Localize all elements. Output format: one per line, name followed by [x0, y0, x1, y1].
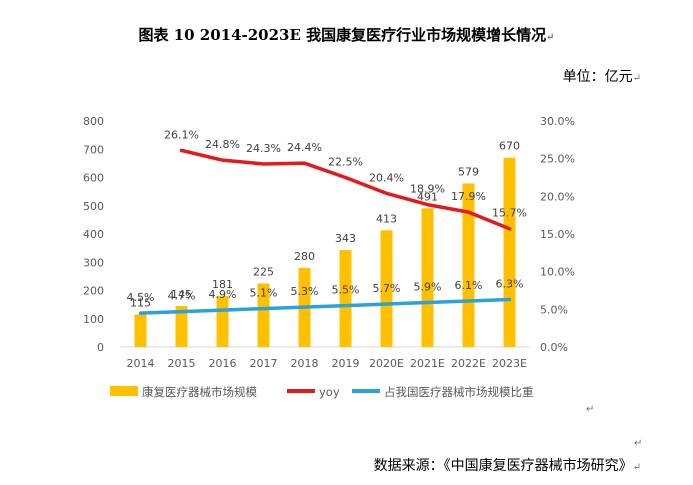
y-tick-label: 400	[83, 228, 104, 241]
bar-value-label: 579	[458, 165, 479, 178]
y-tick-label: 500	[83, 200, 104, 213]
paragraph-mark: ↵	[634, 438, 643, 449]
unit-label: 单位：亿元↵	[562, 69, 641, 85]
legend: 康复医疗器械市场规模 yoy 占我国医疗器械市场规模比重	[110, 385, 534, 399]
share-value-label: 5.3%	[291, 285, 319, 298]
yoy-line	[179, 148, 512, 231]
y2-tick-label: 5.0%	[540, 303, 568, 316]
bar	[503, 157, 516, 347]
x-tick-label: 2020E	[369, 357, 404, 370]
x-tick-label: 2016	[209, 357, 237, 370]
y-tick-label: 300	[83, 256, 104, 269]
bar-value-label: 491	[417, 190, 438, 203]
y2-tick-label: 15.0%	[540, 228, 575, 241]
legend-label-share: 占我国医疗器械市场规模比重	[384, 385, 534, 399]
bar	[175, 306, 188, 347]
yoy-value-label: 26.1%	[164, 128, 199, 141]
bar	[134, 314, 147, 347]
bar-value-label: 145	[171, 288, 192, 301]
bar	[257, 283, 270, 347]
x-tick-label: 2018	[291, 357, 319, 370]
x-tick-label: 2015	[168, 357, 196, 370]
y-tick-label: 600	[83, 172, 104, 185]
bar-value-label: 343	[335, 232, 356, 245]
y-tick-label: 100	[83, 313, 104, 326]
x-tick-label: 2023E	[492, 357, 527, 370]
bar-value-label: 413	[376, 212, 397, 225]
yoy-value-label: 24.3%	[246, 142, 281, 155]
right-axis: 0.0% 5.0% 10.0% 15.0% 20.0% 25.0% 30.0%	[540, 115, 575, 354]
bar-value-label: 115	[130, 297, 151, 310]
share-value-label: 5.1%	[250, 287, 278, 300]
bar	[380, 230, 393, 347]
data-labels: 115 145 181 225 280 343 413 491 579 670 26.1% 24.8%…	[127, 128, 527, 309]
bar	[216, 295, 229, 347]
share-value-label: 4.7%	[168, 290, 196, 303]
share-value-label: 5.9%	[414, 281, 442, 294]
yoy-value-label: 24.8%	[205, 138, 240, 151]
y2-tick-label: 20.0%	[540, 190, 575, 203]
bar-value-label: 225	[253, 265, 274, 278]
bar-series	[134, 157, 516, 347]
chart-title: 图表 10 2014-2023E 我国康复医疗行业市场规模增长情况↵	[138, 26, 555, 44]
share-value-label: 5.7%	[373, 282, 401, 295]
share-value-label: 4.5%	[127, 291, 155, 304]
y2-tick-label: 10.0%	[540, 266, 575, 279]
left-axis: 0 100 200 300 400 500 600 700 800	[83, 115, 104, 354]
share-line	[138, 297, 512, 315]
legend-label-yoy: yoy	[319, 385, 340, 399]
bar	[421, 208, 434, 347]
bar	[339, 250, 352, 347]
x-tick-label: 2017	[250, 357, 278, 370]
y-tick-label: 0	[97, 341, 104, 354]
paragraph-mark: ↵	[586, 404, 595, 415]
bar-value-label: 670	[499, 140, 520, 153]
y2-tick-label: 25.0%	[540, 153, 575, 166]
y-tick-label: 700	[83, 143, 104, 156]
bar-value-label: 181	[212, 278, 233, 291]
x-tick-label: 2022E	[451, 357, 486, 370]
bar	[462, 183, 475, 347]
line-series	[138, 148, 512, 315]
yoy-value-label: 24.4%	[287, 141, 322, 154]
share-value-label: 4.9%	[209, 288, 237, 301]
y2-tick-label: 0.0%	[540, 341, 568, 354]
share-value-label: 6.3%	[496, 278, 524, 291]
yoy-value-label: 18.9%	[410, 183, 445, 196]
y-tick-label: 800	[83, 115, 104, 128]
x-tick-label: 2021E	[410, 357, 445, 370]
x-axis: 2014 2015 2016 2017 2018 2019 2020E 2021E 2022E 2…	[120, 346, 530, 370]
yoy-value-label: 22.5%	[328, 156, 363, 169]
legend-label-bar: 康复医疗器械市场规模	[142, 385, 257, 399]
x-tick-label: 2014	[127, 357, 155, 370]
source-note: 数据来源：《中国康复医疗器械市场研究》↵	[373, 458, 641, 474]
yoy-value-label: 15.7%	[492, 207, 527, 220]
share-value-label: 5.5%	[332, 284, 360, 297]
bar-value-label: 280	[294, 250, 315, 263]
share-value-label: 6.1%	[455, 279, 483, 292]
legend-swatch-bar	[110, 386, 138, 396]
x-tick-label: 2019	[332, 357, 360, 370]
y-tick-label: 200	[83, 285, 104, 298]
yoy-value-label: 20.4%	[369, 171, 404, 184]
y2-tick-label: 30.0%	[540, 115, 575, 128]
yoy-value-label: 17.9%	[451, 190, 486, 203]
